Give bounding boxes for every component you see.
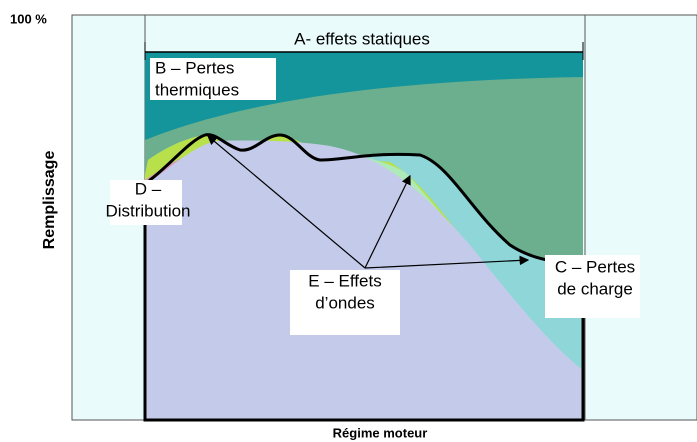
label-box (290, 270, 400, 335)
zone-label: d’ondes (315, 293, 375, 312)
zone-label: B – Pertes (155, 58, 234, 77)
filling-curve (143, 133, 585, 422)
arrow (364, 255, 530, 269)
zone-label: Distribution (105, 201, 190, 220)
zone-label: D – (135, 179, 162, 198)
y-axis-label: Remplissage (41, 151, 58, 250)
arrow (364, 174, 411, 269)
label-box (545, 255, 640, 318)
top-label: 100 % (10, 11, 47, 26)
zone-labels: A- effets statiques B – Pertes thermiques D… (105, 29, 635, 312)
zone-label: C – Pertes (555, 257, 635, 276)
zone-label: de charge (557, 279, 633, 298)
label-box (150, 58, 276, 100)
zone-label: A- effets statiques (294, 29, 430, 48)
label-box (110, 180, 182, 225)
zone-label: thermiques (155, 80, 239, 99)
arrow (207, 135, 366, 269)
zone-label: E – Effets (308, 271, 381, 290)
x-axis-label: Régime moteur (333, 425, 428, 440)
